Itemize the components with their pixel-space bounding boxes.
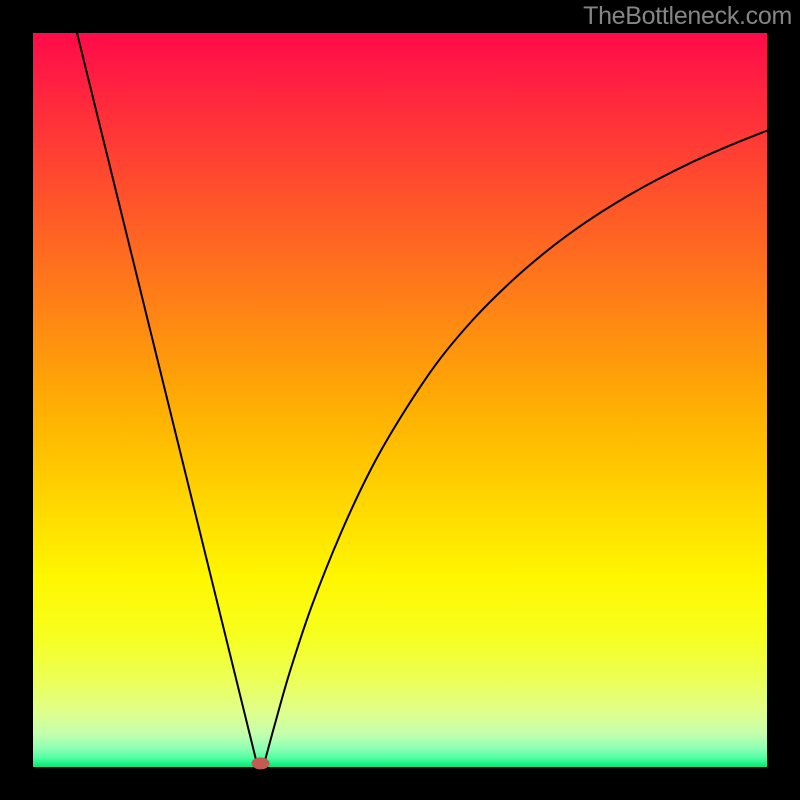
watermark-label: TheBottleneck.com (583, 2, 792, 31)
bottleneck-chart (0, 0, 800, 800)
chart-container: TheBottleneck.com (0, 0, 800, 800)
